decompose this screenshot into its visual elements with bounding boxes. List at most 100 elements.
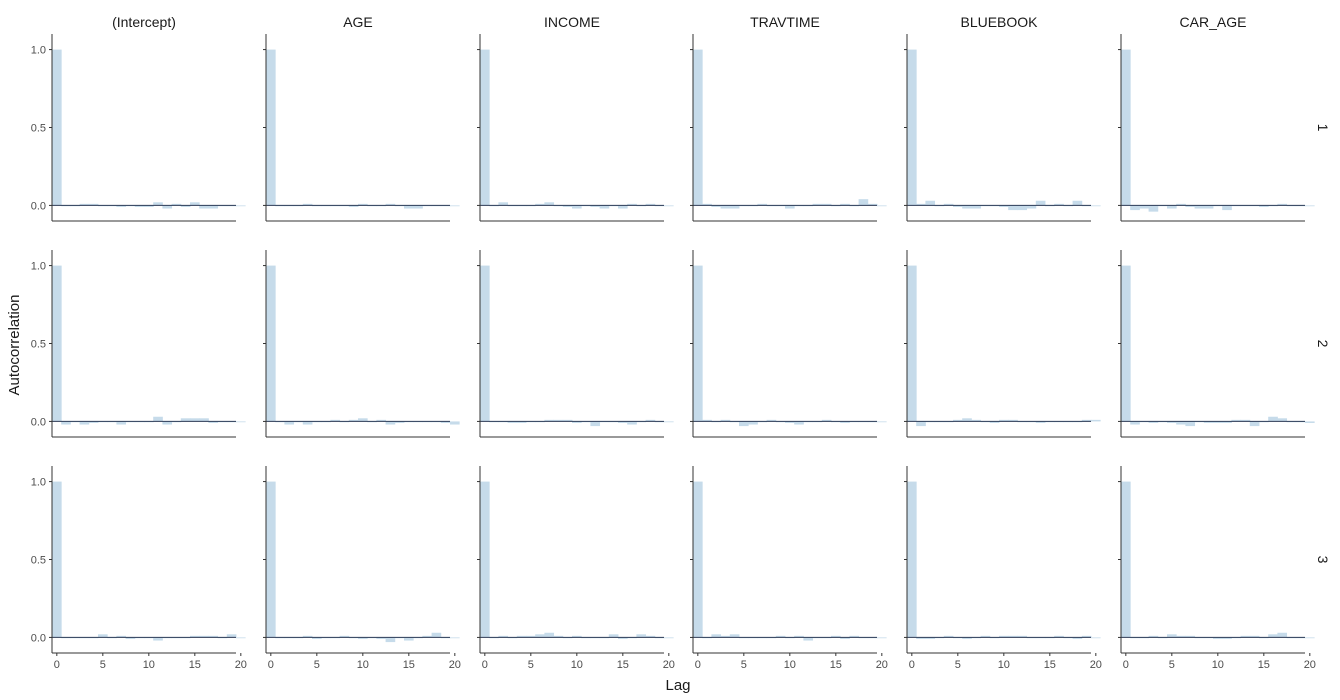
acf-bar-lag-2 xyxy=(711,205,722,207)
acf-bar-lag-0 xyxy=(907,265,917,422)
x-tick-label: 15 xyxy=(830,659,842,671)
x-tick-label: 0 xyxy=(909,659,915,671)
acf-bar-lag-2 xyxy=(498,635,509,638)
acf-bar-lag-16 xyxy=(627,203,637,206)
panel-income-chain-2 xyxy=(477,250,674,438)
acf-bar-lag-9 xyxy=(989,421,1000,423)
x-tick-label: 10 xyxy=(571,659,583,671)
column-strip-age: AGE xyxy=(343,14,373,30)
column-strip-car-age: CAR_AGE xyxy=(1180,14,1247,30)
acf-bar-lag-18 xyxy=(645,635,656,638)
acf-bar-lag-17 xyxy=(1277,632,1288,638)
acf-bar-lag-19 xyxy=(1081,635,1092,638)
panel-age-chain-2 xyxy=(263,250,460,438)
acf-bar-lag-8 xyxy=(339,635,350,638)
acf-bar-lag-9 xyxy=(348,205,359,207)
acf-bar-lag-11 xyxy=(1222,205,1232,211)
acf-bar-lag-7 xyxy=(330,419,341,422)
acf-bar-lag-11 xyxy=(1222,421,1232,423)
acf-bar-lag-20 xyxy=(236,205,246,207)
x-tick-label: 15 xyxy=(189,659,201,671)
acf-bar-lag-12 xyxy=(1017,635,1028,638)
column-strip-income: INCOME xyxy=(544,14,600,30)
acf-bar-lag-1 xyxy=(916,637,926,639)
acf-bar-lag-8 xyxy=(1194,205,1205,209)
acf-bar-lag-1 xyxy=(702,419,712,422)
acf-bar-lag-14 xyxy=(394,421,405,423)
acf-bar-lag-6 xyxy=(962,205,972,209)
acf-bar-lag-0 xyxy=(266,265,276,422)
y-tick-label: 0.0 xyxy=(31,632,46,644)
acf-bar-lag-15 xyxy=(404,637,414,641)
acf-bar-lag-17 xyxy=(208,421,219,423)
x-tick-label: 10 xyxy=(357,659,369,671)
acf-bar-lag-10 xyxy=(572,635,582,638)
acf-bar-lag-6 xyxy=(962,637,972,639)
acf-bar-lag-10 xyxy=(999,205,1009,207)
acf-bar-lag-10 xyxy=(1213,421,1223,423)
acf-bar-lag-20 xyxy=(236,421,246,423)
acf-bar-lag-14 xyxy=(821,419,832,422)
acf-bar-lag-1 xyxy=(1130,205,1140,211)
acf-bar-lag-11 xyxy=(153,637,163,641)
acf-bar-lag-17 xyxy=(1277,418,1288,422)
acf-bar-lag-2 xyxy=(925,200,936,206)
x-tick-label: 5 xyxy=(741,659,747,671)
acf-bar-lag-10 xyxy=(572,421,582,423)
acf-bar-lag-4 xyxy=(302,421,313,425)
acf-bar-lag-3 xyxy=(720,635,731,638)
panel-bluebook-chain-3: 0 5 10 15 20 xyxy=(904,466,1102,671)
acf-bar-lag-6 xyxy=(1176,203,1186,206)
acf-bar-lag-12 xyxy=(1231,419,1242,422)
acf-bar-lag-3 xyxy=(79,421,90,425)
acf-bar-lag-20 xyxy=(1305,421,1315,423)
acf-bar-lag-19 xyxy=(867,203,878,206)
acf-bar-lag-20 xyxy=(664,421,674,423)
acf-bar-lag-7 xyxy=(116,421,127,425)
acf-bar-lag-18 xyxy=(645,203,656,206)
acf-bar-lag-18 xyxy=(858,199,869,206)
acf-bar-lag-10 xyxy=(1213,637,1223,639)
acf-bar-lag-9 xyxy=(562,205,573,207)
acf-bar-lag-5 xyxy=(953,419,963,422)
x-tick-label: 5 xyxy=(955,659,961,671)
x-tick-label: 20 xyxy=(876,659,888,671)
acf-bar-lag-11 xyxy=(1008,419,1018,422)
acf-bar-lag-0 xyxy=(266,481,276,638)
acf-bar-lag-17 xyxy=(208,635,219,638)
acf-bar-lag-12 xyxy=(162,421,173,425)
acf-bar-lag-1 xyxy=(61,421,71,425)
facet-panels: 0.0 0.5 1.0 0.0 0.5 1.0 0.0 0.5 1.0 0 5 10 15 20 0 5 10 1… xyxy=(31,34,1316,671)
acf-bar-lag-19 xyxy=(1081,419,1092,422)
acf-bar-lag-16 xyxy=(840,421,850,423)
acf-bar-lag-19 xyxy=(440,421,451,423)
row-strip-2: 2 xyxy=(1315,340,1331,348)
acf-bar-lag-9 xyxy=(134,205,145,207)
acf-bar-lag-3 xyxy=(1148,421,1159,423)
acf-bar-lag-10 xyxy=(999,419,1009,422)
acf-bar-lag-6 xyxy=(535,634,545,638)
x-axis-title: Lag xyxy=(665,677,690,694)
acf-bar-lag-4 xyxy=(943,635,954,638)
acf-bar-lag-0 xyxy=(1121,265,1131,422)
acf-bar-lag-9 xyxy=(1203,205,1214,209)
panel-bluebook-chain-2 xyxy=(904,250,1101,438)
acf-bar-lag-16 xyxy=(199,418,209,422)
acf-bar-lag-4 xyxy=(943,203,954,206)
acf-bar-lag-11 xyxy=(794,635,804,638)
x-tick-label: 15 xyxy=(403,659,415,671)
panel-income-chain-1 xyxy=(477,34,674,222)
acf-bar-lag-4 xyxy=(302,635,313,638)
acf-bar-lag-10 xyxy=(358,637,368,639)
acf-bar-lag-15 xyxy=(190,635,200,638)
acf-bar-lag-4 xyxy=(729,205,740,209)
acf-bar-lag-8 xyxy=(553,635,564,638)
acf-bar-lag-11 xyxy=(794,421,804,425)
column-strip-bluebook: BLUEBOOK xyxy=(960,14,1038,30)
y-tick-label: 0.5 xyxy=(31,339,46,351)
acf-bar-lag-14 xyxy=(821,203,832,206)
x-tick-label: 5 xyxy=(314,659,320,671)
acf-bar-lag-12 xyxy=(803,637,814,641)
x-tick-label: 10 xyxy=(1212,659,1224,671)
acf-bar-lag-20 xyxy=(1091,637,1101,639)
